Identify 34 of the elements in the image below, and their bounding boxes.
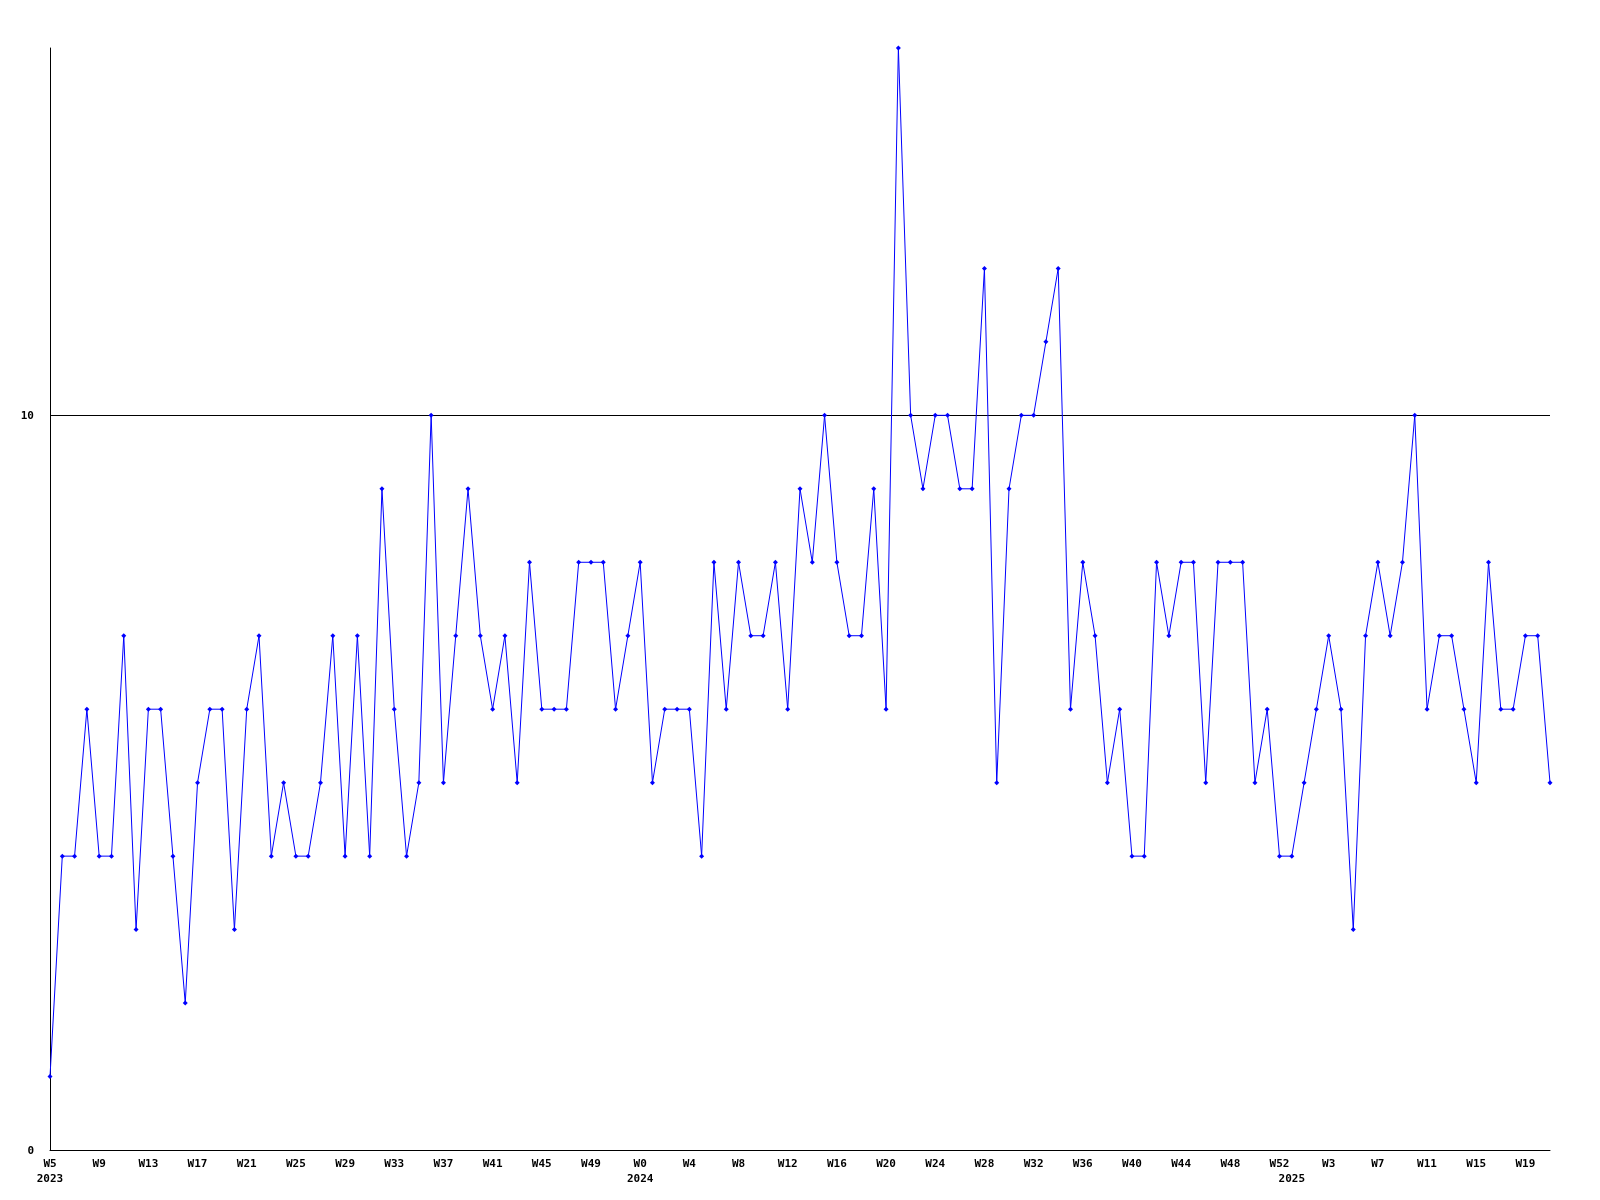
x-tick-label: W16 [826, 1157, 848, 1170]
x-tick-label: W48 [1220, 1157, 1241, 1170]
x-tick-label: W36 [1072, 1157, 1094, 1170]
x-tick-label: W0 2024 [626, 1157, 654, 1185]
x-tick-label: W13 [138, 1157, 159, 1170]
x-tick-label: W33 [384, 1157, 405, 1170]
x-tick-label: W15 [1466, 1157, 1487, 1170]
x-tick-label: W7 [1371, 1157, 1385, 1170]
x-tick-label: W4 [682, 1157, 697, 1170]
y-tick-label: 10 [20, 408, 34, 422]
x-tick-label: W19 [1515, 1157, 1536, 1170]
x-tick-label: W45 [531, 1157, 552, 1170]
x-tick-label: W40 [1122, 1157, 1142, 1170]
x-tick-label: W3 [1322, 1157, 1336, 1170]
x-tick-label: W12 [777, 1157, 798, 1170]
x-tick-label: W11 [1417, 1157, 1438, 1170]
x-tick-label: W52 [1269, 1157, 1290, 1170]
y-tick-label: 0 [27, 1143, 34, 1157]
x-tick-label: W32 [1023, 1157, 1044, 1170]
x-tick-label: W5 2023 [36, 1157, 64, 1185]
x-tick-label: W28 [974, 1157, 995, 1170]
x-tick-label: W24 [925, 1157, 946, 1170]
x-tick-label: W41 [482, 1157, 503, 1170]
x-tick-label: W20 [876, 1157, 896, 1170]
x-tick-label: W8 [731, 1157, 746, 1170]
x-tick-label: W25 [285, 1157, 306, 1170]
x-tick-label: W49 [581, 1157, 601, 1170]
x-tick-label: W44 [1171, 1157, 1192, 1170]
x-tick-label: W17 [187, 1157, 208, 1170]
x-tick-label: W37 [433, 1157, 454, 1170]
x-tick-label: W9 [92, 1157, 106, 1170]
x-tick-label: W21 [236, 1157, 258, 1170]
x-tick-label: 2025 [1278, 1172, 1306, 1185]
x-tick-label: W29 [335, 1157, 356, 1170]
